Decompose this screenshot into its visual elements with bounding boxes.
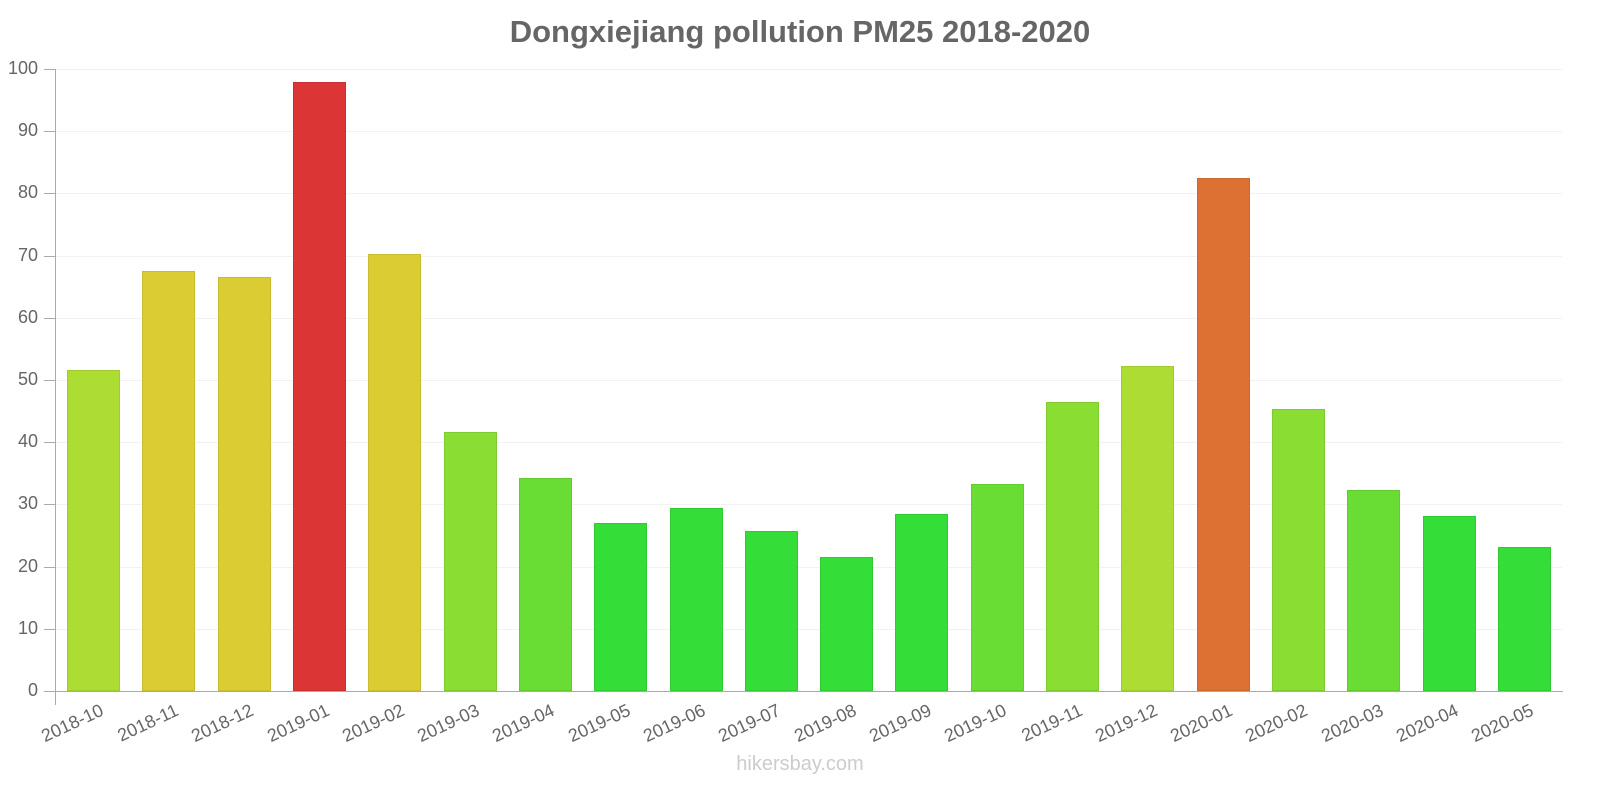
x-tick-label: 2019-03 bbox=[414, 700, 483, 747]
y-tick-label: 20 bbox=[17, 555, 38, 576]
bar-2020-03[interactable] bbox=[1347, 490, 1401, 691]
y-tick bbox=[44, 69, 55, 70]
gridline bbox=[56, 255, 1562, 257]
y-tick bbox=[44, 317, 55, 319]
gridline bbox=[56, 504, 1562, 506]
bar-2019-09[interactable] bbox=[895, 514, 949, 691]
bar-2019-12[interactable] bbox=[1121, 365, 1175, 691]
x-tick-label: 2020-04 bbox=[1393, 700, 1462, 747]
watermark: hikersbay.com bbox=[736, 753, 864, 775]
y-tick-label: 80 bbox=[17, 182, 38, 203]
x-tick-label: 2019-04 bbox=[489, 700, 558, 747]
y-tick-label: 30 bbox=[17, 493, 38, 514]
y-tick-label: 60 bbox=[17, 306, 38, 327]
bar-2019-04[interactable] bbox=[518, 477, 572, 691]
bar-2018-12[interactable] bbox=[217, 276, 271, 691]
x-tick-label: 2019-09 bbox=[866, 700, 935, 747]
x-tick-label: 2018-12 bbox=[188, 700, 257, 747]
bar-2019-06[interactable] bbox=[669, 507, 723, 691]
y-tick-label: 90 bbox=[17, 120, 38, 141]
y-tick bbox=[44, 628, 55, 630]
y-tick-label: 50 bbox=[17, 369, 38, 389]
y-tick bbox=[44, 504, 55, 506]
bar-2019-11[interactable] bbox=[1046, 402, 1100, 691]
bar-2018-11[interactable] bbox=[142, 271, 196, 691]
gridline bbox=[56, 380, 1562, 381]
y-tick bbox=[44, 380, 55, 381]
bar-2019-02[interactable] bbox=[368, 253, 422, 691]
x-tick-label: 2019-05 bbox=[564, 700, 634, 747]
y-tick-label: 40 bbox=[17, 431, 38, 452]
gridline bbox=[56, 69, 1562, 70]
bar-2019-05[interactable] bbox=[594, 523, 648, 691]
bar-2020-01[interactable] bbox=[1196, 178, 1250, 691]
gridline bbox=[56, 131, 1562, 133]
plot-area bbox=[56, 69, 1562, 692]
x-tick-label: 2020-05 bbox=[1468, 700, 1537, 747]
gridline bbox=[56, 628, 1562, 630]
y-tick bbox=[44, 566, 55, 568]
y-tick-label: 100 bbox=[7, 58, 38, 78]
bar-2019-07[interactable] bbox=[744, 530, 798, 691]
x-tick-label: 2019-07 bbox=[715, 700, 784, 747]
gridline bbox=[56, 566, 1562, 568]
y-tick bbox=[44, 691, 55, 692]
x-tick-label: 2019-08 bbox=[790, 700, 860, 747]
bar-2020-04[interactable] bbox=[1422, 516, 1476, 691]
y-tick bbox=[44, 131, 55, 133]
y-tick-label: 70 bbox=[17, 244, 38, 265]
bar-2019-03[interactable] bbox=[443, 431, 497, 691]
x-tick-label: 2020-02 bbox=[1242, 700, 1311, 747]
y-axis-line bbox=[55, 69, 56, 705]
y-tick bbox=[44, 255, 55, 257]
x-tick-label: 2019-01 bbox=[263, 700, 332, 747]
y-tick-label: 10 bbox=[17, 617, 38, 638]
bar-2019-08[interactable] bbox=[820, 556, 874, 691]
x-tick-label: 2020-03 bbox=[1317, 700, 1387, 747]
x-axis-line bbox=[44, 691, 1563, 692]
x-tick-label: 2019-06 bbox=[640, 700, 709, 747]
x-tick-label: 2019-02 bbox=[338, 700, 408, 747]
y-tick bbox=[44, 193, 55, 195]
bar-2018-10[interactable] bbox=[67, 370, 121, 691]
x-tick-label: 2019-10 bbox=[941, 700, 1010, 747]
bar-2020-02[interactable] bbox=[1271, 409, 1325, 691]
x-tick-label: 2019-11 bbox=[1017, 700, 1085, 746]
gridline bbox=[56, 442, 1562, 444]
y-tick-label: 0 bbox=[27, 680, 38, 700]
chart-title: Dongxiejiang pollution PM25 2018-2020 bbox=[509, 14, 1091, 49]
y-tick bbox=[44, 442, 55, 444]
gridline bbox=[56, 317, 1562, 319]
x-tick-label: 2019-12 bbox=[1091, 700, 1161, 747]
x-tick-label: 2020-01 bbox=[1167, 700, 1236, 747]
bar-2019-01[interactable] bbox=[293, 82, 347, 691]
bar-2019-10[interactable] bbox=[970, 483, 1024, 691]
gridline bbox=[56, 193, 1562, 195]
x-tick-label: 2018-10 bbox=[37, 700, 107, 747]
x-tick-label: 2018-11 bbox=[114, 700, 182, 746]
bar-2020-05[interactable] bbox=[1497, 546, 1551, 691]
